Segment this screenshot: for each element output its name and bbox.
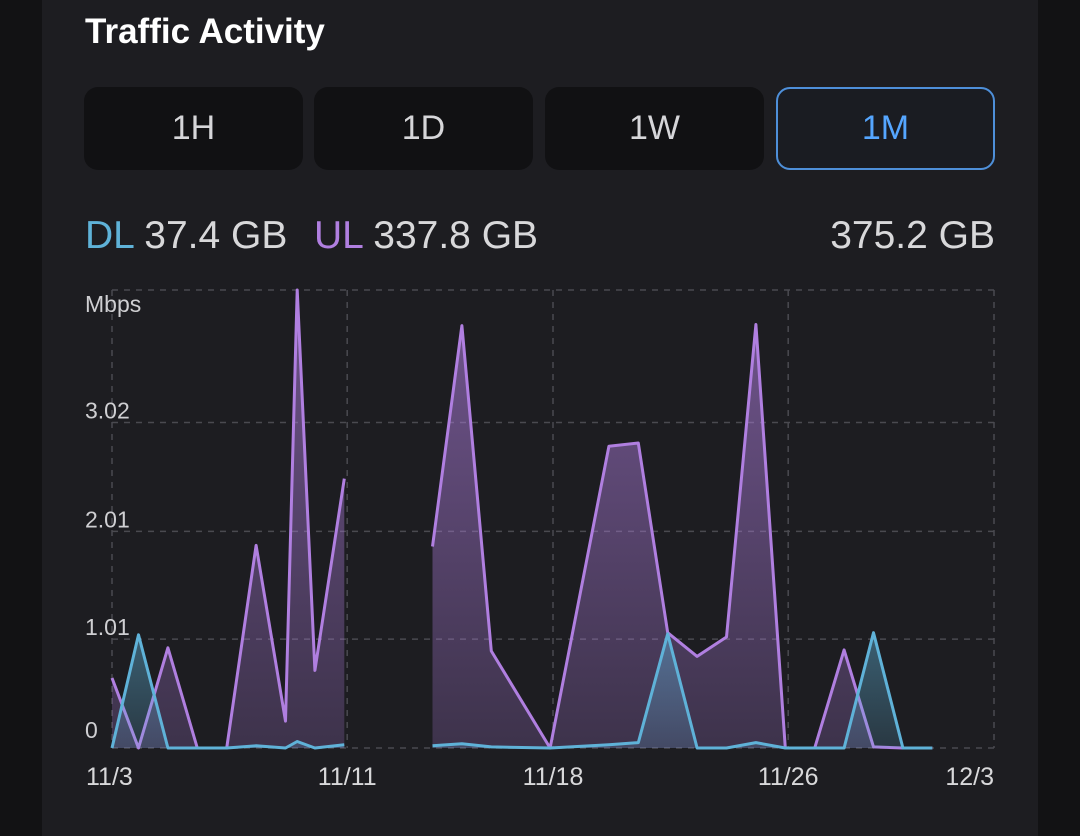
dl-area bbox=[432, 632, 933, 748]
download-label: DL bbox=[85, 214, 134, 257]
x-tick-label: 11/11 bbox=[318, 763, 377, 791]
y-axis-unit: Mbps bbox=[85, 291, 141, 317]
y-tick-label: 0 bbox=[85, 717, 98, 743]
x-tick-label: 11/3 bbox=[86, 763, 133, 791]
upload-stat: UL 337.8 GB bbox=[314, 214, 538, 258]
ul-area bbox=[112, 290, 345, 748]
upload-label: UL bbox=[314, 214, 363, 257]
total-traffic: 375.2 GB bbox=[830, 214, 995, 257]
dl-series-line bbox=[432, 631, 933, 750]
y-tick-label: 1.01 bbox=[85, 614, 130, 640]
card-title: Traffic Activity bbox=[85, 12, 325, 51]
y-tick-label: 2.01 bbox=[85, 506, 130, 532]
x-tick-label: 12/3 bbox=[945, 763, 994, 791]
ul-area bbox=[432, 324, 933, 748]
y-tick-label: 3.02 bbox=[85, 398, 130, 424]
download-stat: DL 37.4 GB bbox=[85, 214, 287, 258]
x-tick-label: 11/18 bbox=[523, 763, 584, 791]
range-tab-1d[interactable]: 1D bbox=[314, 87, 533, 170]
range-tab-1h[interactable]: 1H bbox=[84, 87, 303, 170]
traffic-chart: Mbps 0 1.01 2.01 3.02 11/3 11/11 11/18 11/26 12/3 bbox=[85, 288, 995, 791]
download-value: 37.4 GB bbox=[144, 214, 288, 257]
range-tab-1w[interactable]: 1W bbox=[545, 87, 764, 170]
upload-value: 337.8 GB bbox=[373, 214, 539, 257]
x-tick-label: 11/26 bbox=[758, 763, 819, 791]
range-tab-1m[interactable]: 1M bbox=[776, 87, 995, 170]
dl-area bbox=[112, 634, 345, 748]
dl-series-line bbox=[110, 633, 345, 750]
